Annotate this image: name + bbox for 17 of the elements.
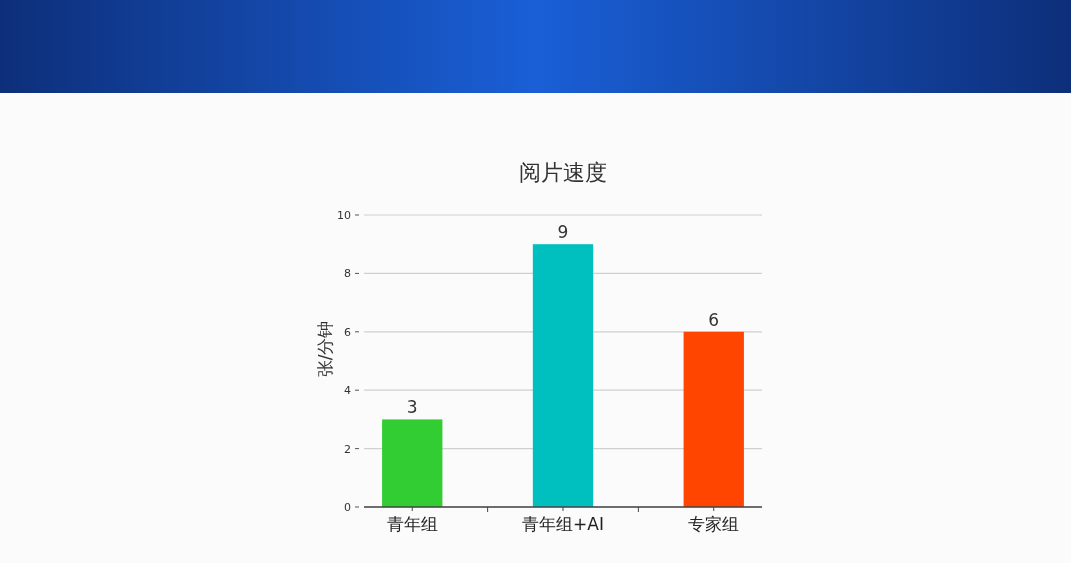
data-label: 6 xyxy=(708,309,720,330)
y-tick-label: 10 xyxy=(337,209,351,222)
y-tick-label: 0 xyxy=(344,501,351,514)
y-tick-label: 8 xyxy=(344,267,351,281)
y-tick-label: 4 xyxy=(344,384,351,398)
data-label: 3 xyxy=(406,397,418,418)
y-tick-label: 2 xyxy=(344,442,351,456)
bar xyxy=(382,419,443,507)
bar xyxy=(683,331,744,507)
x-tick-label: 青年组 xyxy=(386,514,438,534)
bar xyxy=(532,244,594,507)
chart-title: 阅片速度 xyxy=(519,160,607,185)
y-tick-label: 6 xyxy=(344,325,351,339)
x-tick-label: 青年组+AI xyxy=(522,514,604,534)
x-tick-label: 专家组 xyxy=(688,514,740,534)
y-axis-title: 张/分钟 xyxy=(315,320,335,378)
data-label: 9 xyxy=(557,222,569,243)
